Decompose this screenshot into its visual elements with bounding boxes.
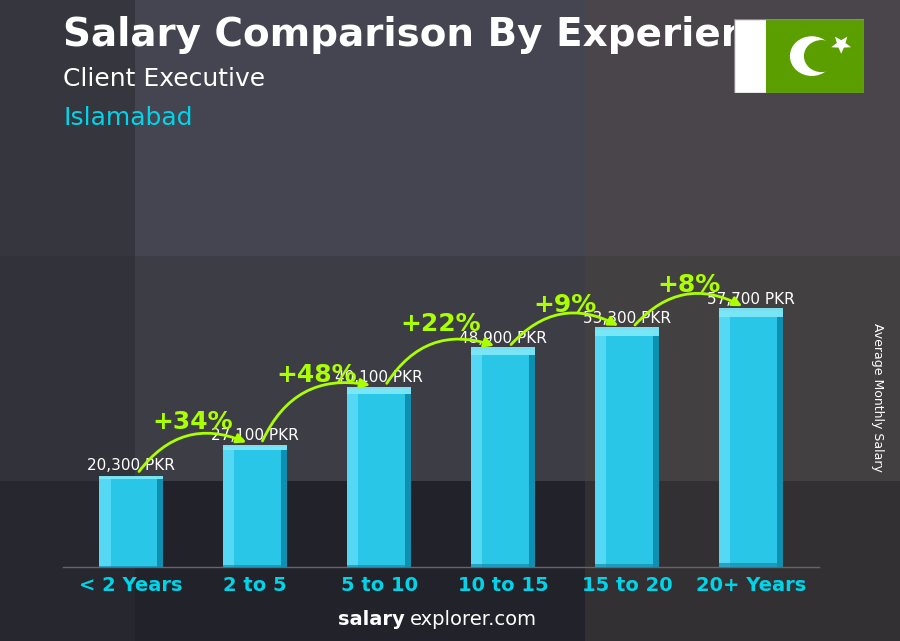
Bar <box>718 311 783 567</box>
Text: Salary Comparison By Experience: Salary Comparison By Experience <box>63 16 797 54</box>
Text: +48%: +48% <box>277 363 357 387</box>
Bar <box>0 0 135 641</box>
Text: Average Monthly Salary: Average Monthly Salary <box>871 323 884 472</box>
Circle shape <box>790 37 833 75</box>
Bar <box>281 447 287 567</box>
Bar <box>346 389 411 567</box>
Bar <box>595 563 659 567</box>
Bar <box>777 311 783 567</box>
Circle shape <box>805 41 839 71</box>
Bar <box>471 564 536 567</box>
Bar <box>471 350 536 567</box>
Bar <box>585 0 900 641</box>
Text: 20,300 PKR: 20,300 PKR <box>87 458 176 473</box>
Polygon shape <box>832 37 851 54</box>
Bar <box>0 256 900 481</box>
Text: 40,100 PKR: 40,100 PKR <box>335 370 423 385</box>
Bar <box>734 19 766 93</box>
Bar <box>595 330 607 567</box>
Bar <box>99 477 164 567</box>
Bar <box>223 447 287 567</box>
Bar <box>595 328 659 337</box>
Text: salary: salary <box>338 610 405 629</box>
Bar <box>223 565 287 567</box>
Text: 48,900 PKR: 48,900 PKR <box>459 331 547 346</box>
Bar <box>99 566 164 567</box>
Bar <box>223 445 287 450</box>
Bar <box>346 565 411 567</box>
Text: Islamabad: Islamabad <box>63 106 193 129</box>
Text: +9%: +9% <box>534 293 597 317</box>
Text: 27,100 PKR: 27,100 PKR <box>212 428 299 443</box>
Bar <box>346 387 411 394</box>
Bar <box>0 481 900 641</box>
Bar <box>223 447 235 567</box>
Text: explorer.com: explorer.com <box>410 610 536 629</box>
Bar <box>405 389 411 567</box>
Text: 53,300 PKR: 53,300 PKR <box>583 312 670 326</box>
Bar <box>718 311 730 567</box>
Bar <box>718 308 783 317</box>
Bar <box>471 347 536 355</box>
Bar <box>99 476 164 479</box>
Bar <box>652 330 659 567</box>
Bar <box>157 477 164 567</box>
Bar <box>718 563 783 567</box>
Bar <box>99 477 111 567</box>
Text: Client Executive: Client Executive <box>63 67 266 91</box>
Text: +34%: +34% <box>153 410 233 434</box>
Text: +8%: +8% <box>657 273 721 297</box>
Bar <box>528 350 536 567</box>
Bar <box>346 389 358 567</box>
Bar <box>595 330 659 567</box>
Text: 57,700 PKR: 57,700 PKR <box>707 292 795 307</box>
Bar <box>0 0 900 256</box>
Bar <box>471 350 482 567</box>
Text: +22%: +22% <box>400 312 482 336</box>
Bar <box>766 19 864 93</box>
